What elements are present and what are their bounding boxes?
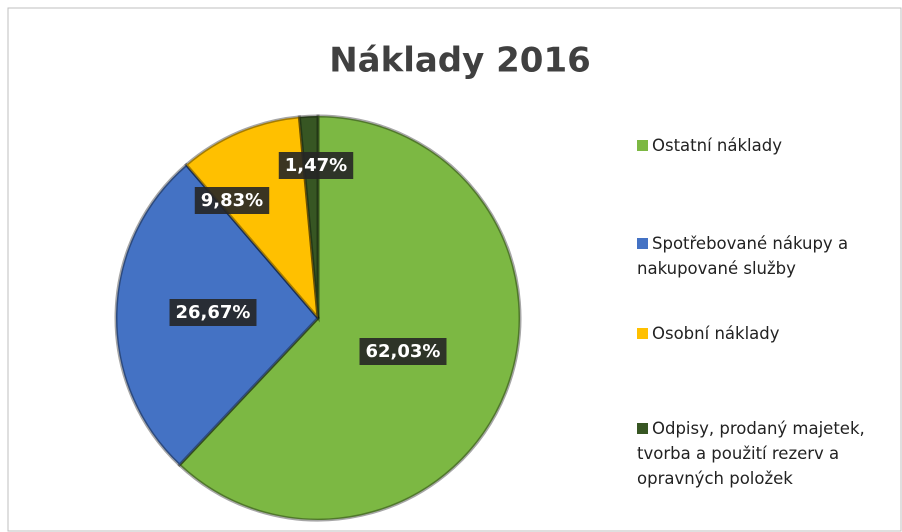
data-label: 62,03% — [366, 341, 441, 362]
legend-swatch — [637, 328, 648, 339]
data-label-bg — [359, 338, 447, 365]
legend-label: Ostatní náklady — [652, 136, 782, 155]
legend-item: Odpisy, prodaný majetek, tvorba a použit… — [637, 416, 892, 491]
data-label-bg — [169, 299, 257, 326]
data-label: 1,47% — [285, 155, 347, 176]
legend-item: Ostatní náklady — [637, 133, 892, 158]
pie-slice — [177, 114, 522, 522]
legend-swatch — [637, 423, 648, 434]
legend-label: Odpisy, prodaný majetek, tvorba a použit… — [637, 419, 865, 488]
data-label: 26,67% — [176, 302, 251, 323]
data-label-group: 26,67% — [169, 299, 257, 326]
data-label-bg — [194, 187, 270, 214]
legend-label: Spotřebované nákupy a nakupované služby — [637, 234, 849, 278]
legend-item: Osobní náklady — [637, 321, 892, 346]
legend-swatch — [637, 140, 648, 151]
chart-title: Náklady 2016 — [329, 41, 591, 81]
data-label-group: 1,47% — [278, 152, 354, 179]
data-label-bg — [278, 152, 354, 179]
data-label-group: 9,83% — [194, 187, 270, 214]
legend-swatch — [637, 238, 648, 249]
legend-label: Osobní náklady — [652, 324, 780, 343]
data-label-group: 62,03% — [359, 338, 447, 365]
data-label: 9,83% — [201, 190, 263, 211]
legend-item: Spotřebované nákupy a nakupované služby — [637, 231, 892, 281]
